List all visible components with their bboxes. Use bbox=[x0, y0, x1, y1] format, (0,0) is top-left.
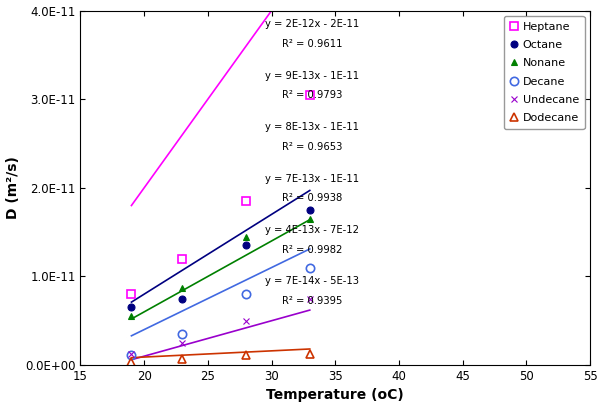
Text: R² = 0.9611: R² = 0.9611 bbox=[282, 39, 343, 49]
Y-axis label: D (m²/s): D (m²/s) bbox=[5, 156, 19, 219]
Legend: Heptane, Octane, Nonane, Decane, Undecane, Dodecane: Heptane, Octane, Nonane, Decane, Undecan… bbox=[504, 16, 584, 129]
Text: R² = 0.9938: R² = 0.9938 bbox=[282, 193, 343, 203]
Text: R² = 0.9395: R² = 0.9395 bbox=[282, 296, 343, 306]
Text: y = 7E-14x - 5E-13: y = 7E-14x - 5E-13 bbox=[265, 276, 359, 286]
Text: y = 8E-13x - 1E-11: y = 8E-13x - 1E-11 bbox=[265, 122, 359, 132]
Text: R² = 0.9653: R² = 0.9653 bbox=[282, 142, 343, 152]
X-axis label: Temperature (oC): Temperature (oC) bbox=[267, 388, 404, 402]
Text: y = 4E-13x - 7E-12: y = 4E-13x - 7E-12 bbox=[265, 225, 359, 235]
Text: y = 9E-13x - 1E-11: y = 9E-13x - 1E-11 bbox=[265, 71, 359, 81]
Text: R² = 0.9793: R² = 0.9793 bbox=[282, 90, 343, 100]
Text: R² = 0.9982: R² = 0.9982 bbox=[282, 244, 343, 255]
Text: y = 7E-13x - 1E-11: y = 7E-13x - 1E-11 bbox=[265, 174, 359, 184]
Text: y = 2E-12x - 2E-11: y = 2E-12x - 2E-11 bbox=[265, 20, 359, 29]
